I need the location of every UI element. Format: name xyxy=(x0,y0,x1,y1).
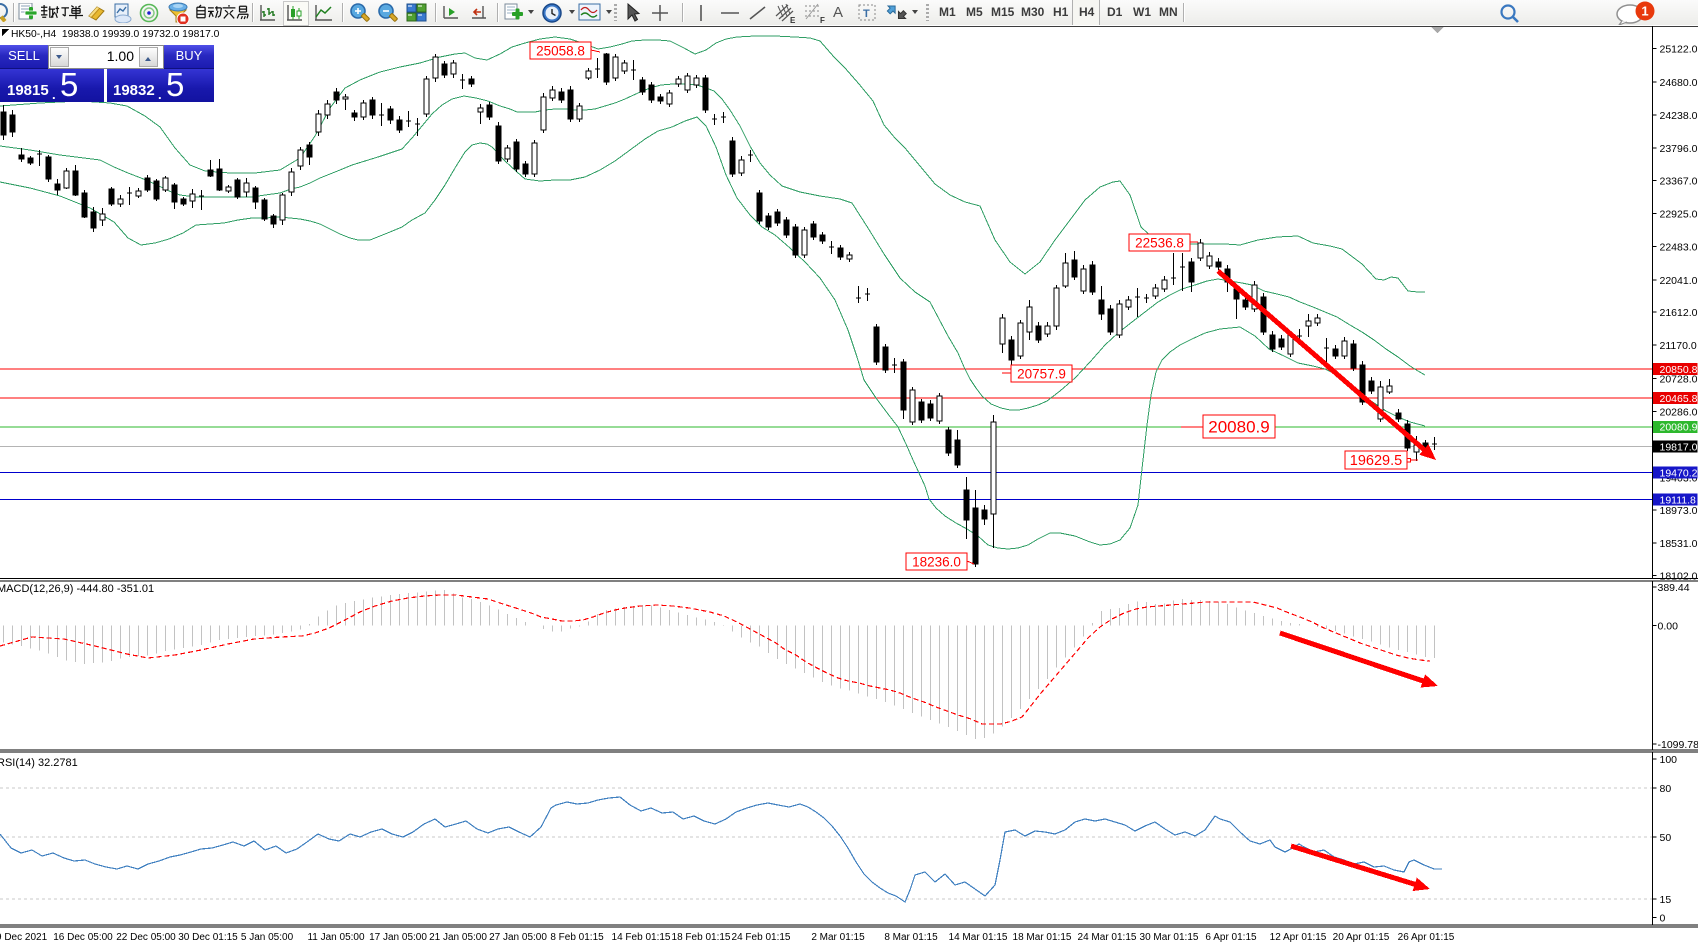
svg-text:25122.0: 25122.0 xyxy=(1660,44,1698,56)
svg-text:25058.8: 25058.8 xyxy=(536,43,585,58)
svg-text:24680.0: 24680.0 xyxy=(1660,77,1698,89)
svg-text:20080.9: 20080.9 xyxy=(1208,418,1269,437)
svg-text:20 Apr 01:15: 20 Apr 01:15 xyxy=(1333,932,1390,943)
svg-text:19629.5: 19629.5 xyxy=(1350,453,1402,469)
svg-text:20757.9: 20757.9 xyxy=(1017,366,1066,381)
svg-text:20728.0: 20728.0 xyxy=(1660,373,1698,385)
svg-text:30 Dec 01:15: 30 Dec 01:15 xyxy=(178,932,238,943)
svg-text:26 Apr 01:15: 26 Apr 01:15 xyxy=(1398,932,1455,943)
svg-text:11 Jan 05:00: 11 Jan 05:00 xyxy=(307,932,365,943)
svg-text:0.00: 0.00 xyxy=(1658,621,1679,633)
svg-text:20286.0: 20286.0 xyxy=(1660,406,1698,418)
svg-text:22483.0: 22483.0 xyxy=(1660,242,1698,254)
svg-text:18236.0: 18236.0 xyxy=(912,554,961,569)
svg-text:24 Feb 01:15: 24 Feb 01:15 xyxy=(732,932,791,943)
svg-text:15: 15 xyxy=(1660,894,1672,906)
svg-text:18 Mar 01:15: 18 Mar 01:15 xyxy=(1013,932,1072,943)
svg-text:24 Mar 01:15: 24 Mar 01:15 xyxy=(1078,932,1137,943)
svg-text:30 Mar 01:15: 30 Mar 01:15 xyxy=(1140,932,1199,943)
svg-text:18973.0: 18973.0 xyxy=(1660,505,1698,517)
svg-text:23367.0: 23367.0 xyxy=(1660,175,1698,187)
svg-text:23796.0: 23796.0 xyxy=(1660,143,1698,155)
svg-text:20080.9: 20080.9 xyxy=(1660,422,1698,434)
svg-text:9 Dec 2021: 9 Dec 2021 xyxy=(0,932,48,943)
svg-text:80: 80 xyxy=(1660,783,1672,795)
svg-text:2 Mar 01:15: 2 Mar 01:15 xyxy=(811,932,865,943)
svg-text:50: 50 xyxy=(1660,832,1672,844)
svg-text:12 Apr 01:15: 12 Apr 01:15 xyxy=(1270,932,1327,943)
svg-text:100: 100 xyxy=(1660,754,1678,766)
svg-text:14 Mar 01:15: 14 Mar 01:15 xyxy=(949,932,1008,943)
svg-text:22925.0: 22925.0 xyxy=(1660,208,1698,220)
svg-text:22041.0: 22041.0 xyxy=(1660,275,1698,287)
svg-text:5 Jan 05:00: 5 Jan 05:00 xyxy=(241,932,294,943)
svg-text:T: T xyxy=(863,8,870,20)
svg-text:16 Dec 05:00: 16 Dec 05:00 xyxy=(53,932,113,943)
svg-text:19470.2: 19470.2 xyxy=(1660,467,1698,479)
svg-text:19111.8: 19111.8 xyxy=(1660,494,1697,506)
svg-text:22536.8: 22536.8 xyxy=(1135,235,1184,250)
svg-text:RSI(14) 32.2781: RSI(14) 32.2781 xyxy=(0,757,78,769)
svg-text:0: 0 xyxy=(1660,913,1666,925)
svg-text:27 Jan 05:00: 27 Jan 05:00 xyxy=(489,932,547,943)
svg-text:8 Feb 01:15: 8 Feb 01:15 xyxy=(550,932,604,943)
svg-text:17 Jan 05:00: 17 Jan 05:00 xyxy=(369,932,427,943)
svg-text:E: E xyxy=(790,16,796,24)
svg-text:F: F xyxy=(820,16,825,24)
svg-text:18531.0: 18531.0 xyxy=(1660,538,1698,550)
svg-text:1: 1 xyxy=(1641,4,1648,19)
svg-text:8 Mar 01:15: 8 Mar 01:15 xyxy=(884,932,938,943)
svg-text:21612.0: 21612.0 xyxy=(1660,307,1698,319)
svg-text:21 Jan 05:00: 21 Jan 05:00 xyxy=(429,932,487,943)
svg-text:22 Dec 05:00: 22 Dec 05:00 xyxy=(116,932,176,943)
svg-text:6 Apr 01:15: 6 Apr 01:15 xyxy=(1205,932,1257,943)
svg-text:HK50-,H4 19838.0 19939.0 1973: HK50-,H4 19838.0 19939.0 19732.0 19817.0 xyxy=(11,29,220,40)
svg-text:MACD(12,26,9) -444.80 -351.01: MACD(12,26,9) -444.80 -351.01 xyxy=(0,583,154,595)
svg-text:20465.8: 20465.8 xyxy=(1660,393,1698,405)
svg-text:21170.0: 21170.0 xyxy=(1660,340,1697,352)
svg-text:19817.0: 19817.0 xyxy=(1660,441,1698,453)
svg-text:20850.8: 20850.8 xyxy=(1660,364,1698,376)
svg-text:14 Feb 01:15: 14 Feb 01:15 xyxy=(612,932,671,943)
svg-text:24238.0: 24238.0 xyxy=(1660,110,1698,122)
svg-text:18102.0: 18102.0 xyxy=(1660,570,1698,582)
svg-text:389.44: 389.44 xyxy=(1658,582,1690,594)
svg-text:-1099.78: -1099.78 xyxy=(1658,739,1698,751)
svg-text:18 Feb 01:15: 18 Feb 01:15 xyxy=(672,932,731,943)
